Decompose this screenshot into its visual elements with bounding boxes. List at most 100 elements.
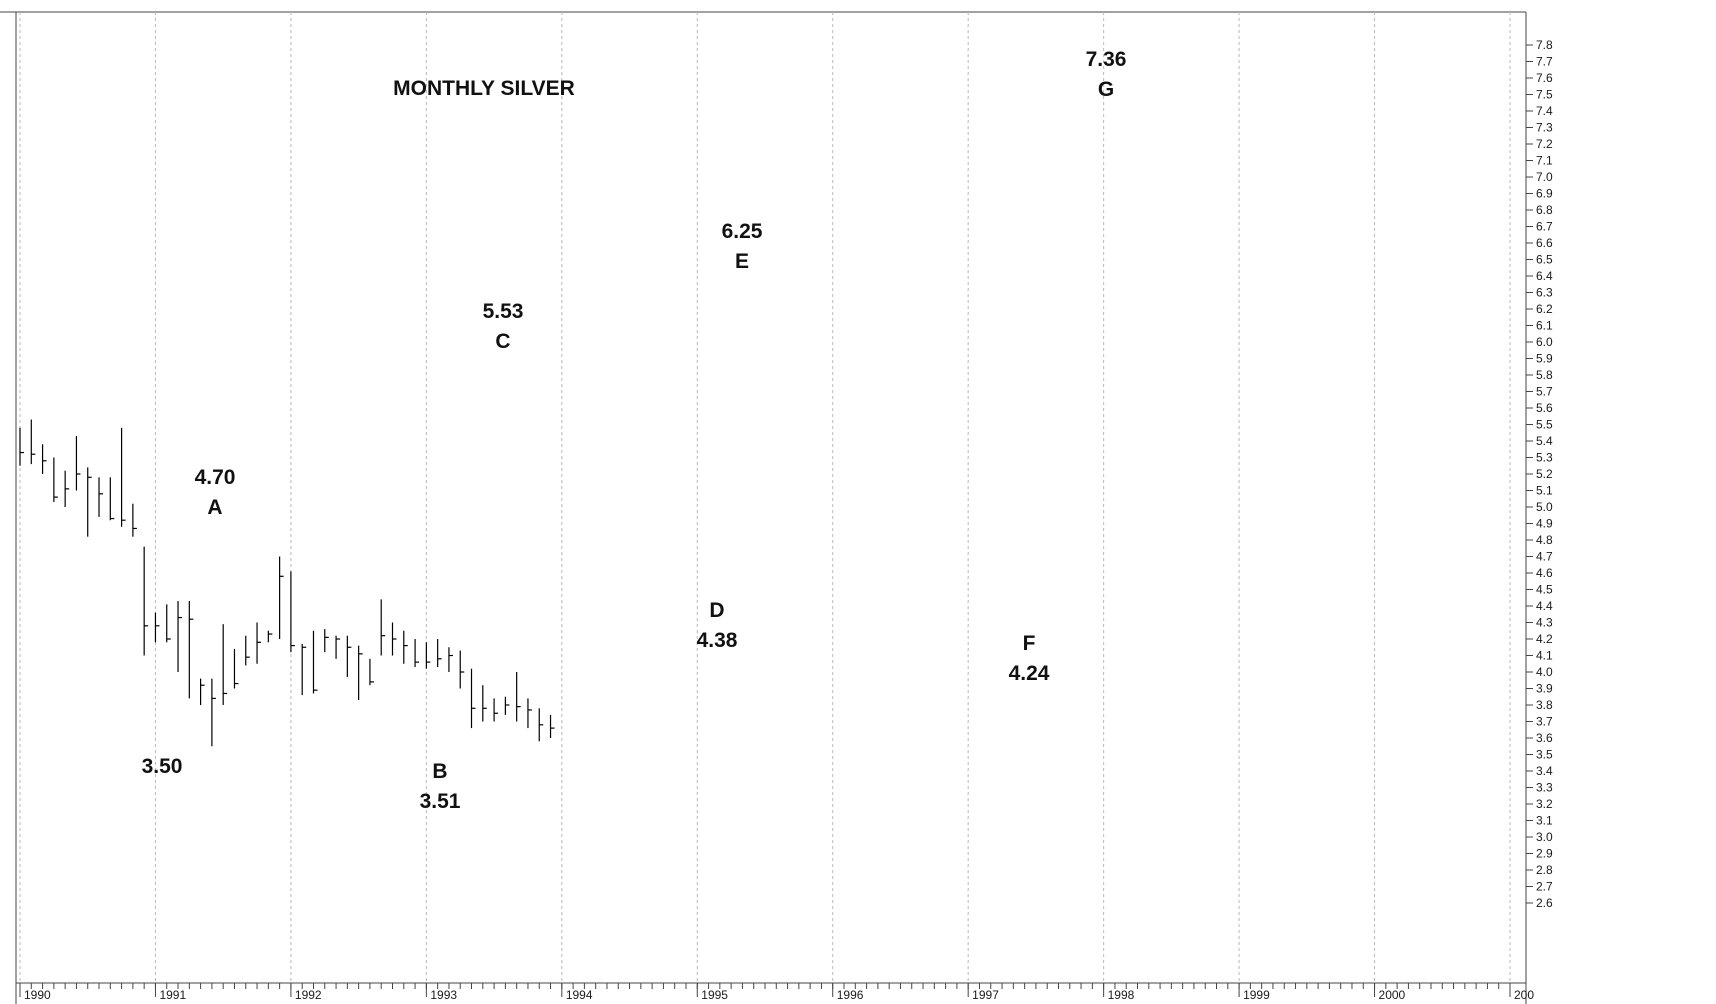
y-tick-label: 4.1 — [1536, 649, 1553, 663]
ohlc-bar — [403, 630, 408, 664]
ohlc-bar — [64, 470, 70, 507]
annotation-value: 3.51 — [420, 790, 461, 813]
ohlc-bar — [53, 457, 58, 503]
y-tick-label: 2.8 — [1536, 863, 1553, 877]
x-tick-label: 1994 — [566, 988, 593, 1002]
x-tick-label: 1991 — [159, 988, 186, 1002]
y-tick-label: 7.3 — [1536, 121, 1553, 135]
y-tick-label: 7.8 — [1536, 38, 1553, 52]
ohlc-bar — [188, 601, 194, 699]
y-tick-label: 4.0 — [1536, 665, 1553, 679]
y-tick-label: 6.4 — [1536, 269, 1553, 283]
y-tick-label: 4.6 — [1536, 566, 1553, 580]
y-tick-label: 6.9 — [1536, 187, 1553, 201]
y-tick-label: 6.1 — [1536, 319, 1553, 333]
ohlc-bar — [132, 503, 137, 537]
y-tick-label: 5.9 — [1536, 352, 1553, 366]
ohlc-bar — [482, 685, 487, 722]
y-tick-label: 4.3 — [1536, 616, 1553, 630]
x-tick-label: 200 — [1514, 988, 1534, 1002]
y-tick-label: 6.8 — [1536, 203, 1553, 217]
ohlc-bar — [75, 436, 81, 491]
ohlc-bar — [143, 546, 149, 656]
y-tick-label: 4.5 — [1536, 583, 1553, 597]
annotation-letter: C — [495, 330, 510, 353]
annotation-letter: B — [432, 760, 447, 783]
ohlc-bar — [233, 648, 239, 689]
annotation-group: 6.25 E — [722, 220, 763, 273]
annotation-group: B 3.51 — [420, 760, 461, 813]
y-tick-label: 6.6 — [1536, 236, 1553, 250]
ohlc-bar — [211, 678, 216, 747]
y-tick-label: 5.7 — [1536, 385, 1553, 399]
y-tick-label: 2.6 — [1536, 896, 1553, 910]
y-tick-label: 5.8 — [1536, 368, 1553, 382]
ohlc-bar — [391, 622, 397, 656]
y-tick-label: 2.9 — [1536, 847, 1553, 861]
annotation-letter: E — [735, 250, 749, 273]
x-tick-label: 1997 — [972, 988, 999, 1002]
annotation-value: 4.70 — [195, 466, 236, 489]
ohlc-bar — [109, 477, 115, 521]
annotation-value: 4.38 — [697, 629, 738, 652]
ohlc-bar — [279, 556, 284, 639]
ohlc-bar — [290, 571, 295, 653]
ohlc-bar — [41, 444, 47, 474]
ohlc-bar — [504, 696, 510, 715]
bars-layer — [19, 419, 555, 747]
annotation-value: 6.25 — [722, 220, 763, 243]
y-tick-label: 7.1 — [1536, 154, 1553, 168]
y-tick-label: 4.9 — [1536, 517, 1553, 531]
annotation-group: 7.36 G — [1086, 48, 1127, 101]
ohlc-bar — [358, 645, 363, 701]
y-tick-label: 3.0 — [1536, 830, 1553, 844]
ohlc-bar — [154, 612, 160, 643]
annotation-value: 7.36 — [1086, 48, 1127, 71]
ohlc-bar — [120, 427, 126, 527]
ohlc-bar — [516, 672, 521, 722]
y-tick-label: 7.0 — [1536, 170, 1553, 184]
ohlc-bar — [538, 708, 544, 742]
ohlc-bar — [245, 635, 250, 666]
y-tick-label: 3.2 — [1536, 797, 1553, 811]
ohlc-bar — [346, 635, 352, 677]
y-tick-label: 3.8 — [1536, 698, 1553, 712]
y-tick-label: 3.7 — [1536, 715, 1553, 729]
annotation-letter: A — [207, 496, 222, 519]
ohlc-bar — [19, 427, 24, 466]
y-tick-label: 5.0 — [1536, 500, 1553, 514]
y-tick-label: 5.4 — [1536, 434, 1553, 448]
x-tick-label: 1992 — [295, 988, 322, 1002]
y-tick-label: 6.0 — [1536, 335, 1553, 349]
x-tick-label: 1996 — [837, 988, 864, 1002]
ohlc-bar — [222, 624, 228, 705]
annotations-layer: 4.70 A 3.50 B 3.51 5.53 C D 4.38 6.25 E F 4.24 7.36 G — [142, 48, 1127, 813]
annotation-group: F 4.24 — [1009, 632, 1050, 685]
ohlc-bar — [30, 419, 36, 465]
chart-title: MONTHLY SILVER — [393, 77, 575, 100]
annotation-group: 4.70 A — [195, 466, 236, 519]
x-tick-label: 1999 — [1243, 988, 1270, 1002]
y-tick-label: 5.6 — [1536, 401, 1553, 415]
y-tick-label: 4.7 — [1536, 550, 1553, 564]
ohlc-bar — [549, 714, 555, 738]
y-axis: 2.6 2.7 2.8 2.9 3.0 3.1 3.2 3.3 3.4 3.5 3.6 3.7 3.8 3… — [1526, 38, 1553, 910]
ohlc-bar — [369, 658, 374, 686]
y-tick-label: 3.5 — [1536, 748, 1553, 762]
y-tick-label: 7.6 — [1536, 71, 1553, 85]
ohlc-bar — [459, 650, 465, 689]
ohlc-bar — [324, 629, 329, 653]
y-tick-label: 6.5 — [1536, 253, 1553, 267]
ohlc-bar — [414, 639, 420, 668]
y-tick-label: 7.2 — [1536, 137, 1553, 151]
annotation-group: 3.50 — [142, 755, 183, 778]
y-tick-label: 2.7 — [1536, 880, 1553, 894]
y-tick-label: 4.8 — [1536, 533, 1553, 547]
ohlc-bar — [98, 477, 104, 517]
ohlc-bar — [425, 642, 431, 669]
y-tick-label: 7.7 — [1536, 55, 1553, 69]
y-tick-label: 5.3 — [1536, 451, 1553, 465]
ohlc-bar — [312, 630, 318, 694]
